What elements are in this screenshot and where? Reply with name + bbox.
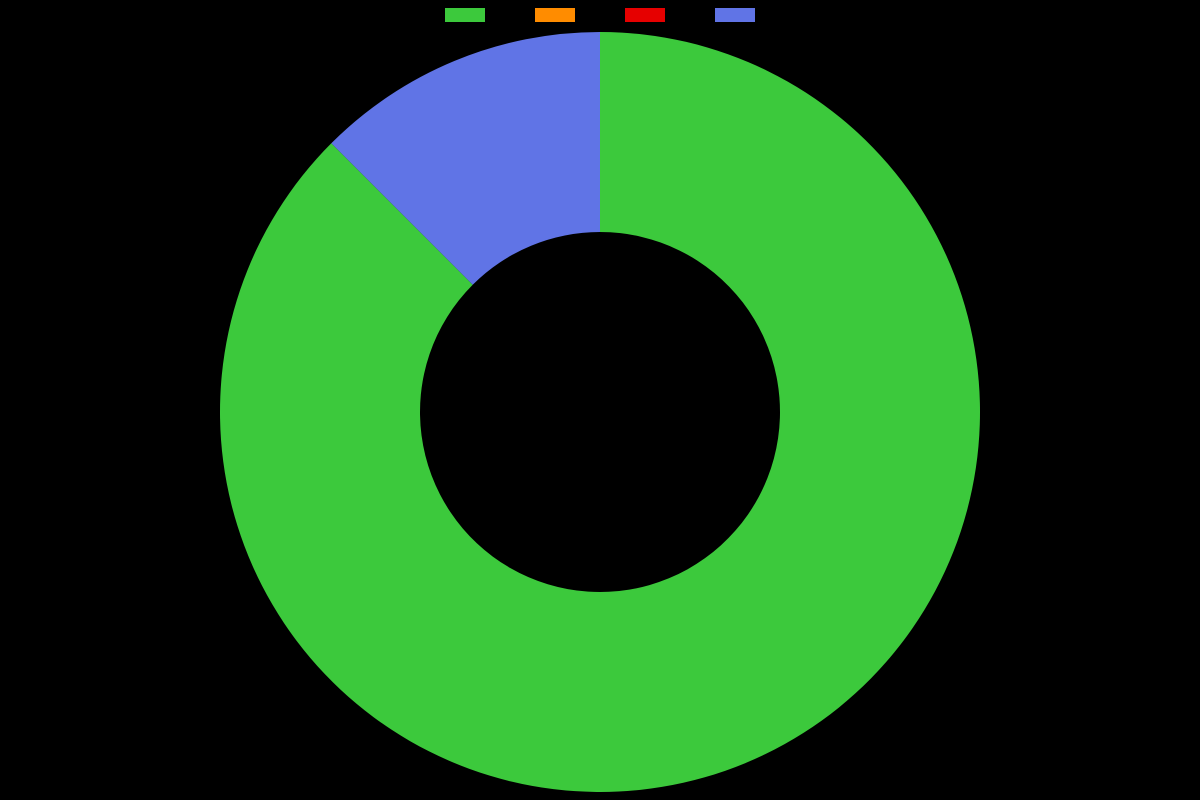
- legend-swatch-0: [445, 8, 485, 22]
- legend-swatch-3: [715, 8, 755, 22]
- legend-swatch-1: [535, 8, 575, 22]
- chart-legend: [0, 0, 1200, 24]
- legend-swatch-2: [625, 8, 665, 22]
- donut-chart: [0, 24, 1200, 800]
- donut-chart-container: [0, 24, 1200, 800]
